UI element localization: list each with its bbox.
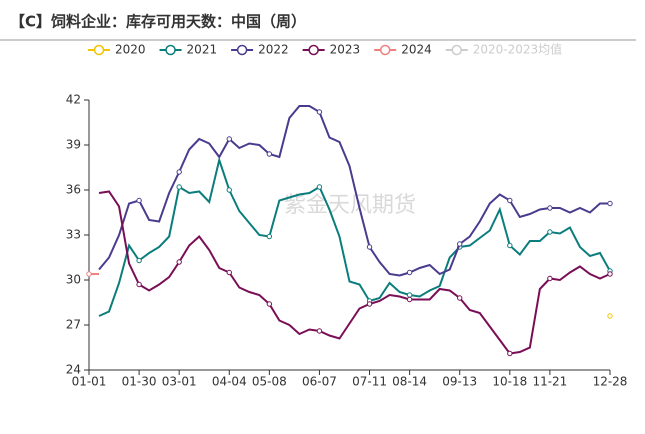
- chart-title: 【C】饲料企业：库存可用天数：中国（周）: [10, 13, 306, 31]
- legend-swatch-marker: [93, 44, 105, 56]
- legend-label: 2020: [115, 43, 146, 57]
- x-tick-label: 07-11: [352, 375, 387, 389]
- legend-label: 2024: [401, 43, 432, 57]
- legend-label: 2021: [187, 43, 218, 57]
- point-marker: [136, 281, 142, 288]
- watermark: 紫金天风期货: [284, 193, 416, 218]
- point-marker: [226, 136, 232, 142]
- x-tick-label: 01-30: [122, 375, 157, 389]
- point-marker: [266, 151, 273, 157]
- point-marker: [176, 184, 182, 190]
- point-marker: [136, 257, 142, 264]
- x-tick-label: 04-04: [212, 375, 247, 389]
- point-marker: [406, 269, 413, 276]
- point-marker: [457, 241, 463, 247]
- x-tick-label: 03-01: [162, 375, 197, 389]
- x-tick-label: 06-07: [302, 375, 337, 389]
- point-marker: [316, 109, 323, 115]
- y-tick-label: 33: [66, 228, 81, 242]
- point-marker: [176, 169, 182, 175]
- x-tick-label: 08-14: [392, 375, 427, 389]
- x-tick-label: 11-21: [532, 375, 567, 389]
- series-line: [98, 156, 611, 317]
- point-marker: [316, 328, 323, 334]
- point-marker: [406, 292, 413, 298]
- point-marker: [266, 301, 273, 307]
- series-line: [98, 190, 611, 355]
- point-marker: [316, 184, 323, 190]
- point-marker: [547, 205, 553, 211]
- legend-swatch-marker: [236, 44, 248, 56]
- point-marker: [607, 271, 613, 277]
- point-marker: [547, 275, 553, 282]
- point-marker: [266, 233, 273, 240]
- point-marker: [366, 301, 373, 307]
- y-tick-label: 30: [66, 273, 81, 287]
- x-tick-label: 05-08: [252, 375, 287, 389]
- legend-swatch-marker: [308, 44, 319, 56]
- x-tick-label: 09-13: [442, 375, 477, 389]
- series-line: [98, 105, 610, 277]
- x-tick-label: 10-18: [492, 375, 527, 389]
- point-marker: [607, 313, 613, 319]
- legend-swatch-marker: [379, 44, 391, 56]
- point-marker: [547, 229, 553, 235]
- x-tick-label: 12-28: [593, 375, 628, 389]
- legend-label: 2022: [258, 43, 289, 57]
- y-tick-label: 27: [66, 318, 81, 332]
- legend-label: 2023: [330, 43, 361, 57]
- y-tick-label: 42: [66, 93, 81, 107]
- legend-swatch-marker: [165, 44, 176, 56]
- legend-label: 2020-2023均值: [473, 42, 562, 57]
- point-marker: [86, 271, 92, 277]
- x-tick-label: 01-01: [72, 375, 107, 389]
- point-marker: [226, 187, 232, 193]
- point-marker: [507, 350, 513, 357]
- point-marker: [136, 197, 142, 204]
- legend-swatch-marker: [451, 44, 462, 56]
- y-tick-label: 24: [66, 363, 81, 377]
- point-marker: [406, 296, 413, 303]
- point-marker: [226, 269, 232, 276]
- point-marker: [366, 244, 373, 250]
- point-marker: [607, 200, 613, 207]
- y-tick-label: 36: [66, 183, 81, 197]
- point-marker: [176, 259, 182, 265]
- point-marker: [457, 295, 463, 301]
- y-tick-label: 39: [66, 138, 81, 152]
- point-marker: [507, 197, 513, 204]
- point-marker: [507, 242, 513, 249]
